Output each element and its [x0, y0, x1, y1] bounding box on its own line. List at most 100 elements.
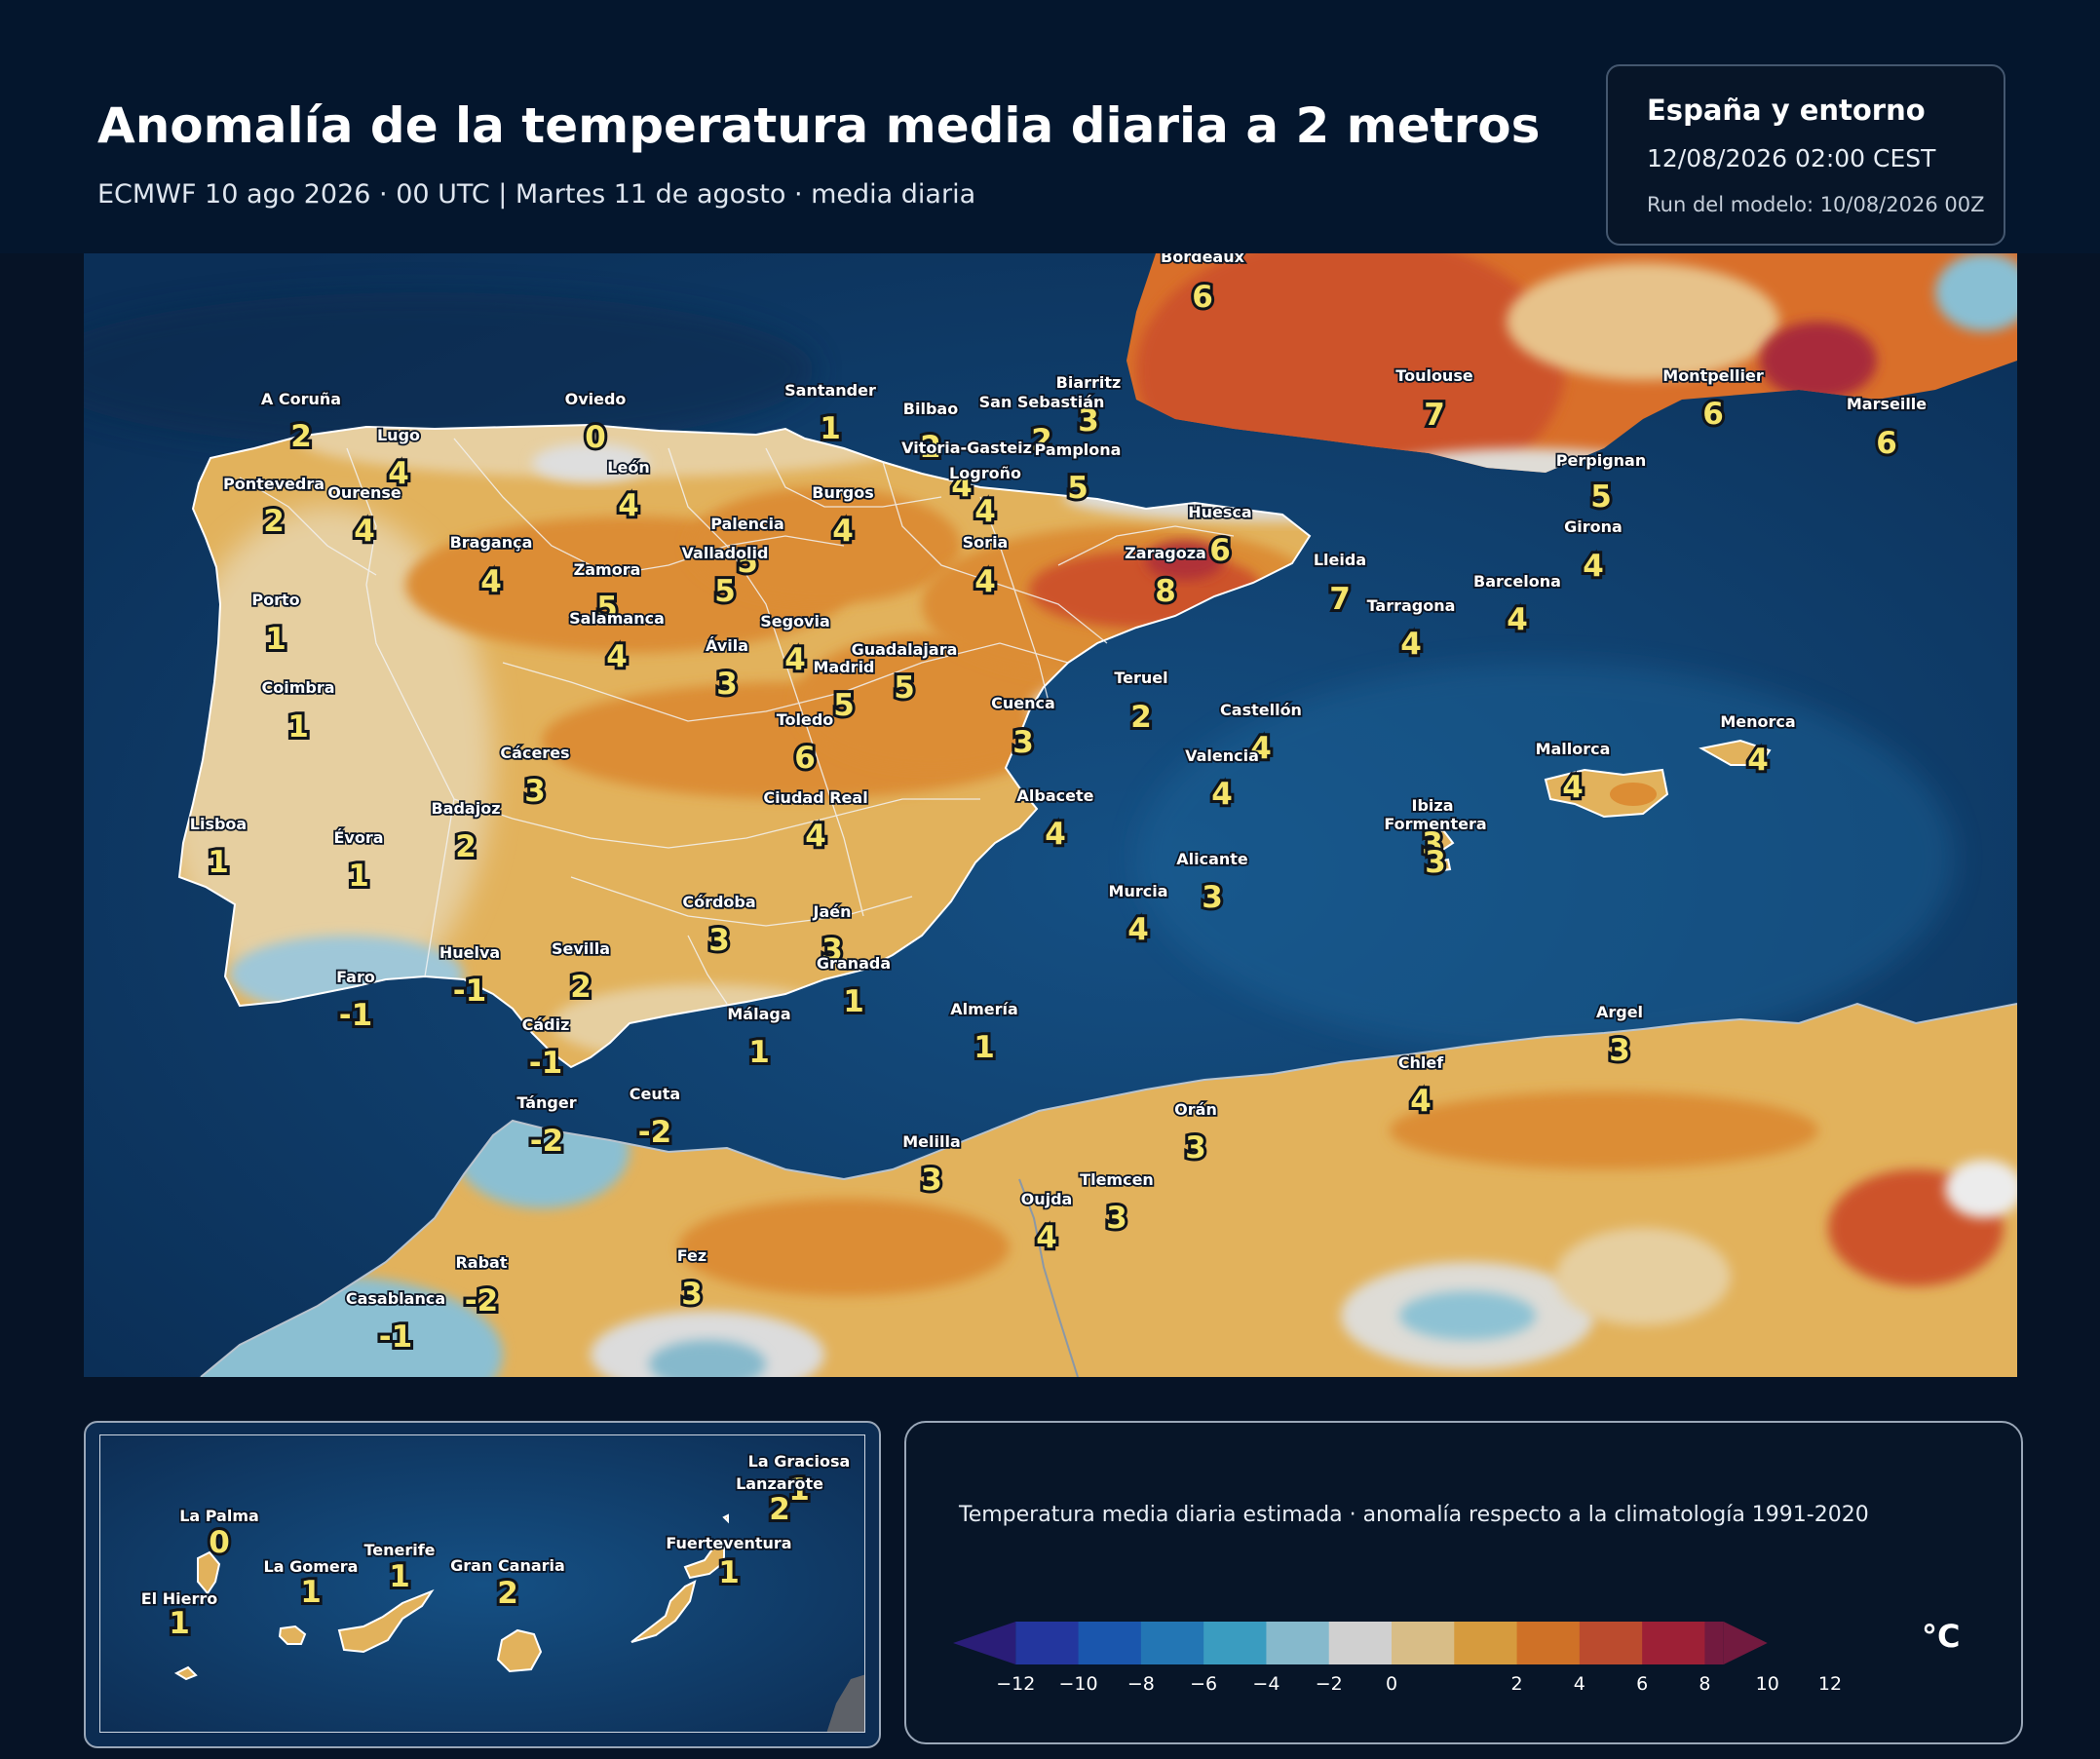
anomaly-value-palencia: 5: [737, 545, 758, 580]
anomaly-value-madrid: 5: [833, 688, 855, 723]
anomaly-value-tlemcen: 3: [1106, 1201, 1127, 1236]
colorbar-tick: −6: [1190, 1673, 1217, 1695]
city-porto: Porto 1: [250, 589, 302, 660]
city-name-oran: Orán: [1174, 1100, 1217, 1119]
anomaly-value-biarritz: 3: [1078, 403, 1099, 439]
city-tarragona: Tarragona 4: [1365, 594, 1457, 665]
city-segovia: Segovia 4: [758, 610, 831, 680]
colorbar-arrow-high: [1723, 1622, 1768, 1664]
colorbar-bin-9: [1516, 1622, 1581, 1664]
anomaly-value-segovia: 4: [784, 642, 806, 677]
city-name-la-gomera: La Gomera: [264, 1557, 359, 1576]
city-name-almeria: Almería: [950, 1000, 1018, 1018]
anomaly-value-cuenca: 3: [1012, 725, 1034, 760]
city-ceuta: Ceuta -2: [628, 1083, 682, 1153]
city-name-sevilla: Sevilla: [552, 939, 610, 958]
city-name-salamanca: Salamanca: [569, 609, 665, 628]
anomaly-value-montpellier: 6: [1702, 397, 1724, 432]
colorbar-tick: −4: [1252, 1673, 1279, 1695]
city-melilla: Melilla 3: [900, 1130, 962, 1201]
city-a-coruna: A Coruña 2: [259, 388, 343, 457]
canary-islands-inset[interactable]: La Graciosa 1 Lanzarote 2 Fuerteventura 1 La P…: [84, 1421, 881, 1748]
city-name-toulouse: Toulouse: [1395, 366, 1473, 385]
city-name-porto: Porto: [251, 591, 299, 609]
city-sevilla: Sevilla 2: [550, 937, 612, 1008]
city-lleida: Lleida 7: [1312, 549, 1368, 620]
balearic-islands: [1422, 739, 1772, 873]
city-name-lanzarote: Lanzarote: [736, 1474, 823, 1493]
city-braganca: Bragança 4: [448, 531, 534, 602]
anomaly-value-menorca: 4: [1747, 743, 1769, 778]
anomaly-value-ciudad-real: 4: [805, 819, 826, 854]
anomaly-value-santander: 1: [820, 411, 841, 446]
model-run: Run del modelo: 10/08/2026 00Z: [1647, 193, 1985, 216]
city-salamanca: Salamanca 4: [567, 607, 666, 677]
anomaly-value-valladolid: 5: [714, 574, 736, 609]
city-name-fez: Fez: [677, 1246, 706, 1265]
anomaly-value-perpignan: 5: [1590, 479, 1612, 515]
city-name-madrid: Madrid: [814, 658, 875, 676]
city-bilbao: Bilbao 2: [901, 398, 960, 468]
city-name-zaragoza: Zaragoza: [1125, 544, 1206, 562]
city-name-melilla: Melilla: [902, 1132, 961, 1151]
colorbar-tick: −2: [1316, 1673, 1343, 1695]
city-name-cordoba: Córdoba: [682, 893, 755, 911]
anomaly-value-logrono: 4: [974, 494, 996, 529]
anomaly-value-melilla: 3: [921, 1163, 942, 1198]
city-name-badajoz: Badajoz: [431, 799, 500, 818]
anomaly-value-cadiz: -1: [529, 1046, 562, 1081]
city-name-ceuta: Ceuta: [630, 1085, 680, 1103]
city-oujda: Oujda 4: [1019, 1188, 1074, 1258]
anomaly-value-zaragoza: 8: [1155, 574, 1176, 609]
city-burgos: Burgos 4: [811, 481, 876, 552]
city-name-chlef: Chlef: [1398, 1053, 1444, 1072]
city-name-bilbao: Bilbao: [903, 400, 958, 418]
info-box: España y entorno 12/08/2026 02:00 CEST R…: [1606, 64, 2005, 246]
city-name-valencia: Valencia: [1185, 746, 1259, 765]
anomaly-value-san-sebastian: 2: [1031, 423, 1052, 458]
anomaly-value-rabat: -2: [465, 1283, 498, 1319]
city-biarritz: Biarritz 3: [1054, 371, 1123, 441]
anomaly-value-vitoria-gasteiz: 4: [951, 469, 973, 504]
city-marseille: Marseille 6: [1845, 393, 1928, 464]
city-name-murcia: Murcia: [1109, 882, 1168, 900]
main-map[interactable]: Bordeaux 6 Toulouse 7 Montpellier 6 Marseille 6…: [84, 253, 2017, 1377]
legend-unit: °C: [1922, 1618, 1961, 1655]
city-name-perpignan: Perpignan: [1556, 451, 1646, 470]
city-soria: Soria 4: [961, 531, 1010, 602]
city-name-gran-canaria: Gran Canaria: [450, 1556, 565, 1575]
city-name-palencia: Palencia: [710, 515, 784, 533]
colorbar-tick: 12: [1818, 1673, 1842, 1695]
city-vitoria-gasteiz: Vitoria-Gasteiz 4: [899, 437, 1033, 507]
anomaly-value-almeria: 1: [974, 1030, 995, 1065]
anomaly-value-oujda: 4: [1036, 1220, 1057, 1255]
city-name-formentera: Formentera: [1384, 815, 1486, 833]
colorbar-tick: −12: [996, 1673, 1035, 1695]
inset-frame: La Graciosa 1 Lanzarote 2 Fuerteventura 1 La P…: [99, 1434, 865, 1733]
anomaly-value-argel: 3: [1609, 1033, 1630, 1068]
colorbar-bin-7: [1392, 1622, 1455, 1664]
city-toulouse: Toulouse 7: [1394, 364, 1475, 436]
city-name-tanger: Tánger: [516, 1093, 576, 1112]
anomaly-value-marseille: 6: [1876, 426, 1897, 461]
city-name-lleida: Lleida: [1314, 551, 1366, 569]
colorbar-bin-8: [1454, 1622, 1518, 1664]
colorbar-tick: 4: [1574, 1673, 1585, 1695]
city-toledo: Toledo 6: [775, 708, 835, 779]
colorbar-bin-6: [1328, 1622, 1393, 1664]
anomaly-value-toledo: 6: [794, 741, 816, 776]
city-ourense: Ourense 4: [326, 481, 403, 552]
city-name-fuerteventura: Fuerteventura: [666, 1534, 791, 1552]
anomaly-value-pontevedra: 2: [263, 504, 285, 539]
anomaly-value-murcia: 4: [1127, 912, 1149, 947]
canary-islands-shapes: [173, 1513, 729, 1681]
colorbar-tick: −10: [1059, 1673, 1098, 1695]
city-cadiz: Cádiz -1: [520, 1013, 571, 1084]
city-barcelona: Barcelona 4: [1471, 570, 1562, 640]
anomaly-value-ceuta: -2: [638, 1115, 671, 1150]
anomaly-value-lanzarote: 2: [769, 1492, 790, 1527]
anomaly-value-porto: 1: [265, 622, 286, 657]
city-name-santander: Santander: [784, 381, 876, 400]
